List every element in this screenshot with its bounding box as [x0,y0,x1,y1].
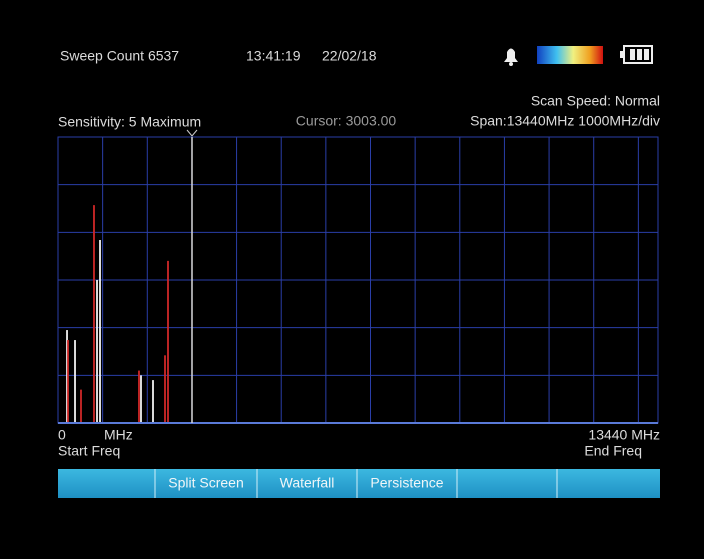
sweep-count: Sweep Count 6537 [60,48,179,64]
battery-icon [620,45,653,64]
bell-icon [504,48,518,66]
cursor-readout: Cursor: 3003.00 [296,113,397,129]
cursor-marker [186,129,198,137]
scan-speed: Scan Speed: Normal [531,93,660,109]
menu-bar [58,469,660,498]
start-value: 0 [58,427,66,443]
end-value: 13440 MHz [588,427,660,443]
color-scale [537,46,603,64]
menu-button[interactable]: Persistence [370,475,443,491]
span: Span:13440MHz 1000MHz/div [470,113,660,129]
end-caption: End Freq [584,443,642,459]
menu-button[interactable]: Waterfall [280,475,335,491]
time: 13:41:19 [246,48,301,64]
sensitivity: Sensitivity: 5 Maximum [58,114,201,130]
date: 22/02/18 [322,48,377,64]
start-caption: Start Freq [58,443,120,459]
start-unit: MHz [104,427,133,443]
menu-button[interactable]: Split Screen [168,475,243,491]
